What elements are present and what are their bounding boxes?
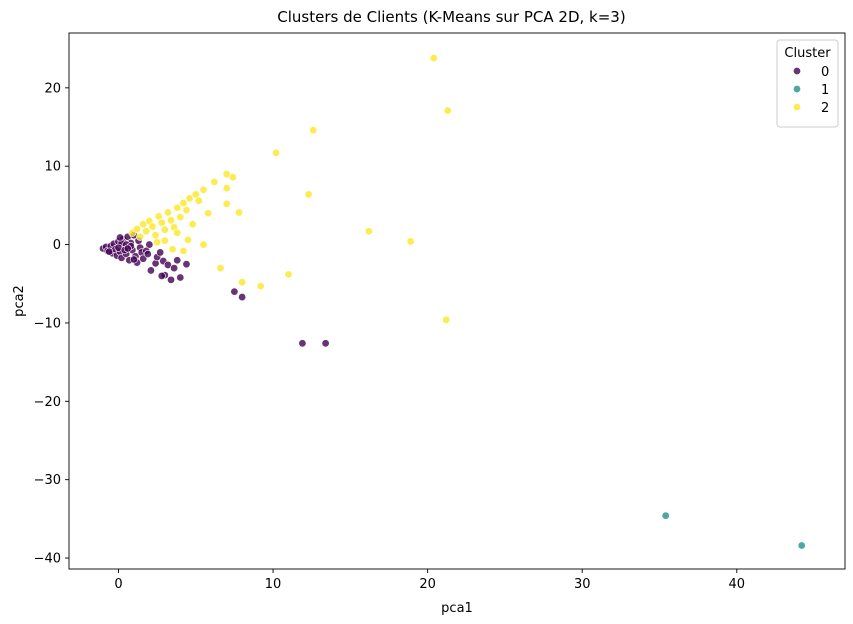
- y-axis-label: pca2: [12, 285, 27, 317]
- chart-title: Clusters de Clients (K-Means sur PCA 2D,…: [277, 8, 625, 26]
- x-tick-label: 40: [729, 577, 746, 592]
- data-point-cluster-2: [309, 126, 318, 135]
- data-point-cluster-0: [156, 248, 165, 257]
- x-tick-label: 20: [419, 577, 436, 592]
- legend-box: [776, 39, 839, 128]
- data-point-cluster-2: [429, 54, 438, 63]
- data-point-cluster-2: [184, 235, 193, 244]
- legend-entries: 0 1 2: [792, 65, 829, 116]
- data-point-cluster-2: [272, 148, 281, 157]
- data-point-cluster-0: [146, 266, 155, 275]
- data-point-cluster-2: [142, 227, 151, 236]
- legend: Cluster 0 1 2: [776, 39, 839, 128]
- data-point-cluster-1: [797, 541, 806, 550]
- y-tick-label: −10: [34, 316, 61, 331]
- data-point-cluster-0: [298, 339, 307, 348]
- data-point-cluster-2: [151, 231, 160, 240]
- x-tick-label: 10: [265, 577, 282, 592]
- legend-label-0: 0: [821, 65, 829, 80]
- data-point-cluster-2: [153, 238, 162, 247]
- y-tick-label: −20: [34, 395, 61, 410]
- data-point-cluster-0: [143, 249, 152, 258]
- y-tick-label: 0: [53, 238, 61, 253]
- data-point-cluster-2: [173, 228, 182, 237]
- data-point-cluster-2: [235, 208, 244, 217]
- data-point-cluster-2: [199, 240, 208, 249]
- data-point-cluster-2: [173, 203, 182, 212]
- data-point-cluster-0: [230, 287, 239, 296]
- data-point-cluster-0: [157, 271, 166, 280]
- data-point-cluster-2: [154, 212, 163, 221]
- data-point-cluster-0: [238, 293, 247, 302]
- x-axis-label: pca1: [441, 601, 473, 616]
- y-tick-label: −30: [34, 473, 61, 488]
- data-point-cluster-2: [148, 222, 157, 231]
- x-axis-ticks: 0 10 20 30 40: [114, 569, 745, 592]
- data-point-cluster-2: [364, 227, 373, 236]
- y-axis-ticks: −40 −30 −20 −10 0 10 20: [34, 81, 69, 567]
- data-point-cluster-0: [321, 339, 330, 348]
- data-point-cluster-0: [105, 247, 114, 256]
- legend-marker-2: [792, 103, 801, 112]
- data-point-cluster-0: [182, 260, 191, 269]
- data-point-cluster-2: [160, 225, 169, 234]
- legend-marker-1: [792, 85, 801, 94]
- y-tick-label: 20: [44, 81, 61, 96]
- data-point-cluster-2: [199, 185, 208, 194]
- data-point-cluster-0: [116, 233, 125, 242]
- data-points: [99, 54, 806, 550]
- legend-label-2: 2: [821, 101, 829, 116]
- data-point-cluster-2: [163, 208, 172, 217]
- data-point-cluster-2: [256, 282, 265, 291]
- data-point-cluster-2: [222, 199, 231, 208]
- data-point-cluster-2: [222, 184, 231, 193]
- data-point-cluster-2: [191, 190, 200, 199]
- data-point-cluster-2: [442, 315, 451, 324]
- data-point-cluster-2: [185, 194, 194, 203]
- x-tick-label: 30: [574, 577, 591, 592]
- data-point-cluster-0: [176, 273, 185, 282]
- data-point-cluster-0: [167, 275, 176, 284]
- data-point-cluster-0: [170, 264, 179, 273]
- data-point-cluster-2: [406, 237, 415, 246]
- data-point-cluster-0: [163, 260, 172, 269]
- y-tick-label: 10: [44, 160, 61, 175]
- data-point-cluster-2: [238, 278, 247, 287]
- data-point-cluster-2: [204, 209, 213, 218]
- data-point-cluster-0: [129, 255, 138, 264]
- data-point-cluster-2: [304, 190, 313, 199]
- data-point-cluster-2: [168, 245, 177, 254]
- x-tick-label: 0: [114, 577, 122, 592]
- data-point-cluster-2: [216, 264, 225, 273]
- legend-label-1: 1: [821, 83, 829, 98]
- y-tick-label: −40: [34, 552, 61, 567]
- data-point-cluster-2: [222, 170, 231, 179]
- data-point-cluster-2: [136, 232, 145, 241]
- data-point-cluster-2: [157, 218, 166, 227]
- data-point-cluster-2: [443, 106, 452, 115]
- data-point-cluster-0: [173, 256, 182, 265]
- data-point-cluster-2: [167, 216, 176, 225]
- data-point-cluster-2: [284, 270, 293, 279]
- data-point-cluster-2: [182, 206, 191, 215]
- data-point-cluster-2: [179, 246, 188, 255]
- data-point-cluster-2: [194, 196, 203, 205]
- data-point-cluster-2: [188, 220, 197, 229]
- data-point-cluster-0: [145, 240, 154, 249]
- data-point-cluster-2: [179, 199, 188, 208]
- data-point-cluster-2: [160, 236, 169, 245]
- data-point-cluster-2: [228, 173, 237, 182]
- data-point-cluster-2: [133, 224, 142, 233]
- legend-title: Cluster: [784, 46, 831, 61]
- data-point-cluster-1: [661, 511, 670, 520]
- data-point-cluster-2: [210, 177, 219, 186]
- data-point-cluster-0: [123, 244, 132, 253]
- legend-marker-0: [792, 67, 801, 76]
- plot-area-frame: [68, 32, 846, 570]
- data-point-cluster-2: [176, 213, 185, 222]
